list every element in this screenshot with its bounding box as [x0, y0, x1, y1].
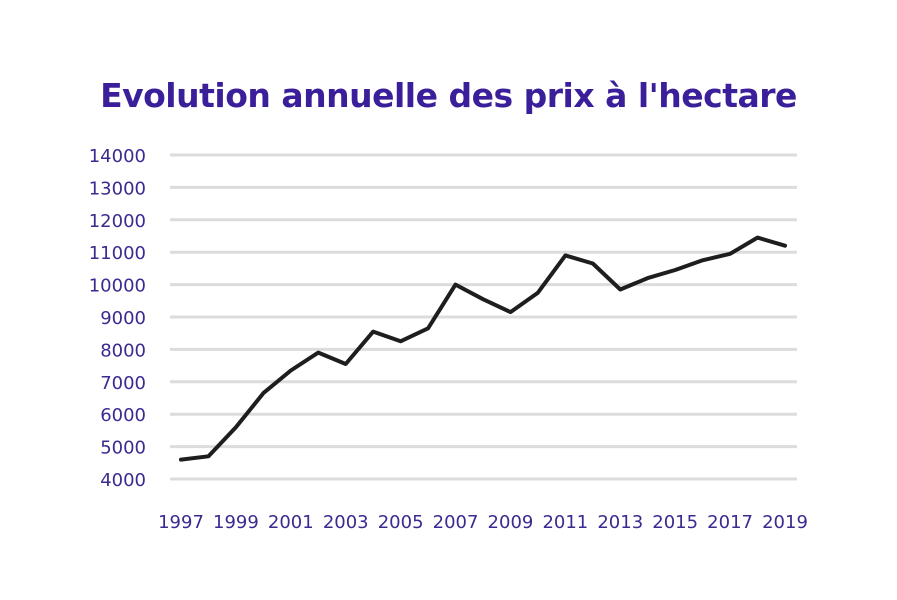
x-tick-label: 1997 [158, 512, 204, 533]
gridlines [170, 153, 797, 481]
x-tick-label: 2013 [597, 512, 643, 533]
y-tick-label: 6000 [100, 405, 146, 426]
x-tick-label: 2019 [762, 512, 808, 533]
x-tick-label: 2011 [542, 512, 588, 533]
x-tick-label: 2005 [378, 512, 424, 533]
y-tick-label: 8000 [100, 340, 146, 361]
chart-title: Evolution annuelle des prix à l'hectare [100, 76, 797, 115]
y-tick-label: 14000 [89, 146, 146, 167]
y-tick-label: 11000 [89, 243, 146, 264]
y-tick-label: 4000 [100, 470, 146, 491]
y-tick-label: 5000 [100, 438, 146, 459]
x-tick-label: 2003 [323, 512, 369, 533]
series-line-0 [179, 235, 787, 462]
x-tick-label: 1999 [213, 512, 259, 533]
y-axis-ticks: 14000 13000 12000 11000 10000 9000 8000 7000 600… [89, 146, 146, 491]
y-tick-label: 7000 [100, 373, 146, 394]
y-tick-label: 12000 [89, 211, 146, 232]
x-tick-label: 2009 [488, 512, 534, 533]
y-tick-label: 9000 [100, 308, 146, 329]
y-tick-label: 13000 [89, 178, 146, 199]
x-axis-ticks: 1997 1999 2001 2003 2005 2007 2009 2011 2013 2015… [158, 512, 808, 533]
x-tick-label: 2001 [268, 512, 314, 533]
x-tick-label: 2007 [433, 512, 479, 533]
x-tick-label: 2015 [652, 512, 698, 533]
y-tick-label: 10000 [89, 276, 146, 297]
x-tick-label: 2017 [707, 512, 753, 533]
series-group [179, 235, 787, 462]
